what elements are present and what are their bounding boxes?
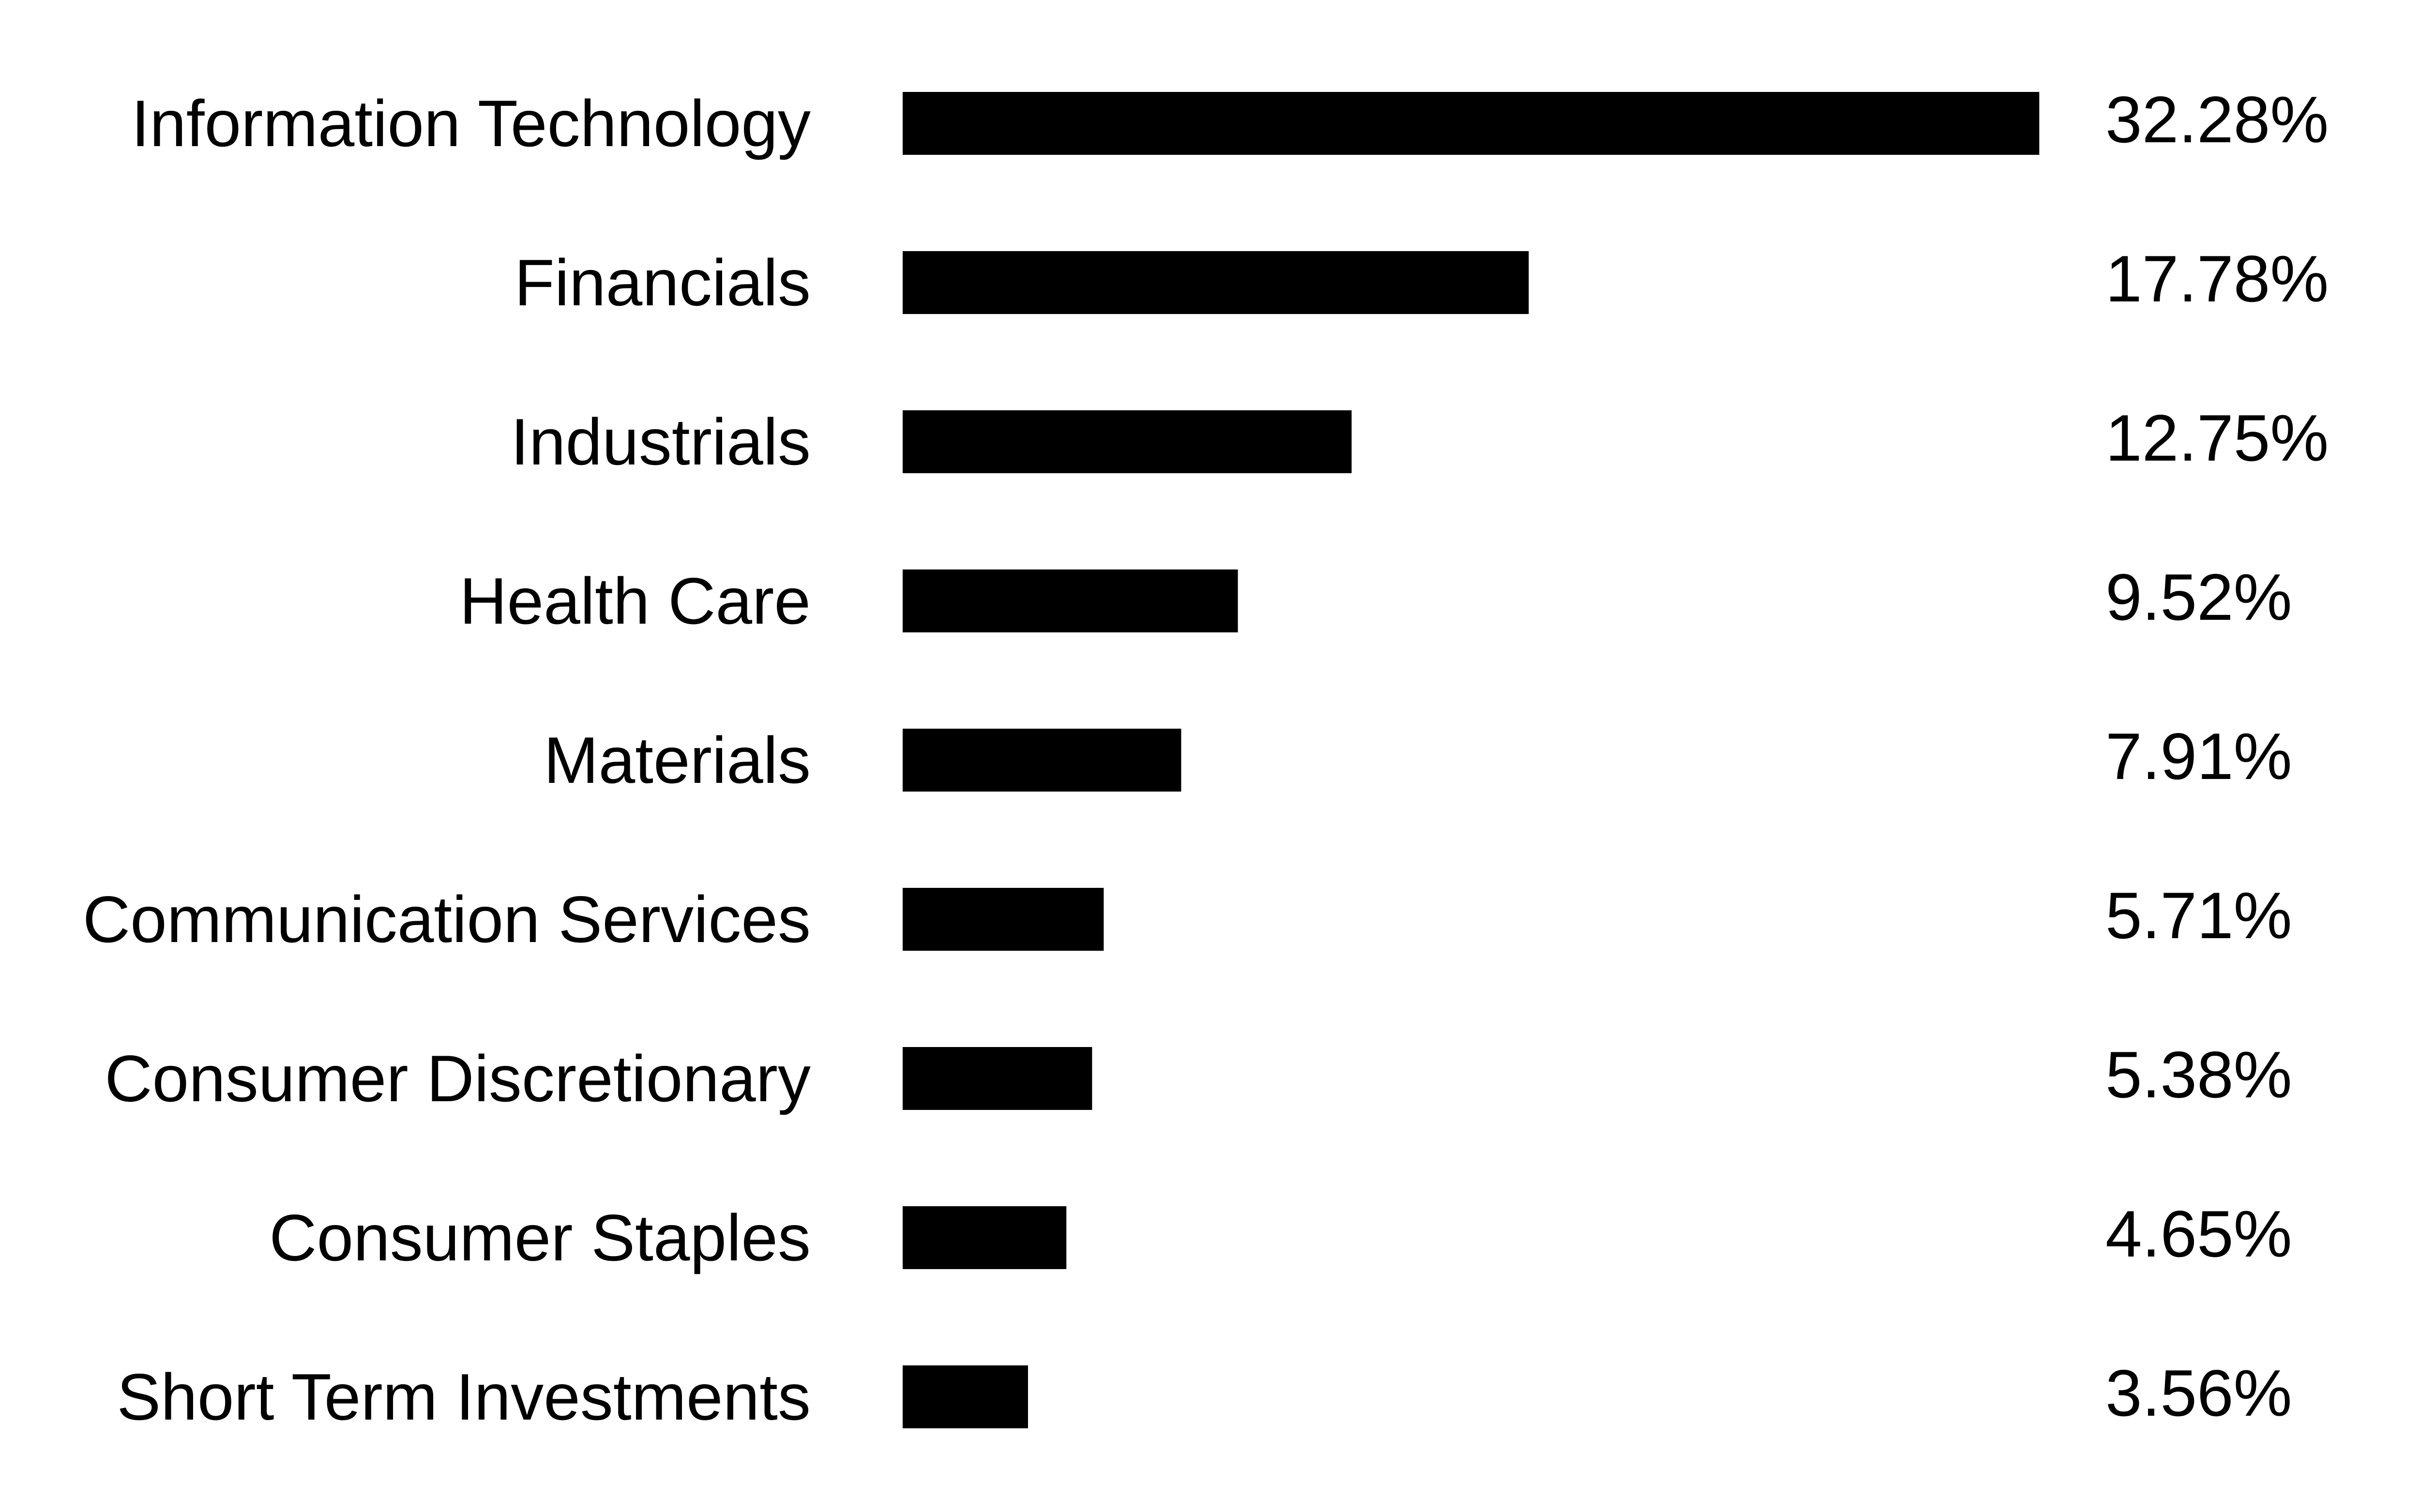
value-label-short-term-investments: 3.56%	[2105, 1356, 2292, 1430]
value-label-health-care: 9.52%	[2105, 560, 2292, 634]
category-label-short-term-investments: Short Term Investments	[117, 1360, 811, 1434]
value-label-consumer-discretionary: 5.38%	[2105, 1038, 2292, 1111]
bar-information-technology	[903, 92, 2040, 155]
category-labels: Information Technology Financials Industri…	[83, 87, 811, 1434]
bar-materials	[903, 729, 1181, 792]
value-labels: 32.28% 17.78% 12.75% 9.52% 7.91% 5.71% 5.38% 4.…	[2105, 83, 2329, 1430]
bars-layer	[903, 92, 2040, 1428]
category-label-financials: Financials	[514, 246, 811, 319]
value-label-communication-services: 5.71%	[2105, 879, 2292, 952]
bar-consumer-discretionary	[903, 1047, 1092, 1110]
category-label-consumer-discretionary: Consumer Discretionary	[105, 1042, 811, 1115]
value-label-industrials: 12.75%	[2105, 401, 2329, 475]
bar-industrials	[903, 410, 1352, 473]
bar-financials	[903, 251, 1529, 314]
category-label-information-technology: Information Technology	[131, 87, 811, 160]
value-label-financials: 17.78%	[2105, 242, 2329, 315]
category-label-health-care: Health Care	[459, 564, 811, 638]
bar-consumer-staples	[903, 1206, 1067, 1269]
category-label-communication-services: Communication Services	[83, 883, 811, 956]
bar-health-care	[903, 569, 1238, 632]
category-label-industrials: Industrials	[511, 405, 811, 479]
category-label-consumer-staples: Consumer Staples	[269, 1201, 811, 1274]
bar-short-term-investments	[903, 1365, 1028, 1428]
value-label-information-technology: 32.28%	[2105, 83, 2329, 156]
bar-communication-services	[903, 888, 1104, 951]
category-label-materials: Materials	[544, 723, 811, 797]
value-label-consumer-staples: 4.65%	[2105, 1197, 2292, 1271]
value-label-materials: 7.91%	[2105, 719, 2292, 793]
